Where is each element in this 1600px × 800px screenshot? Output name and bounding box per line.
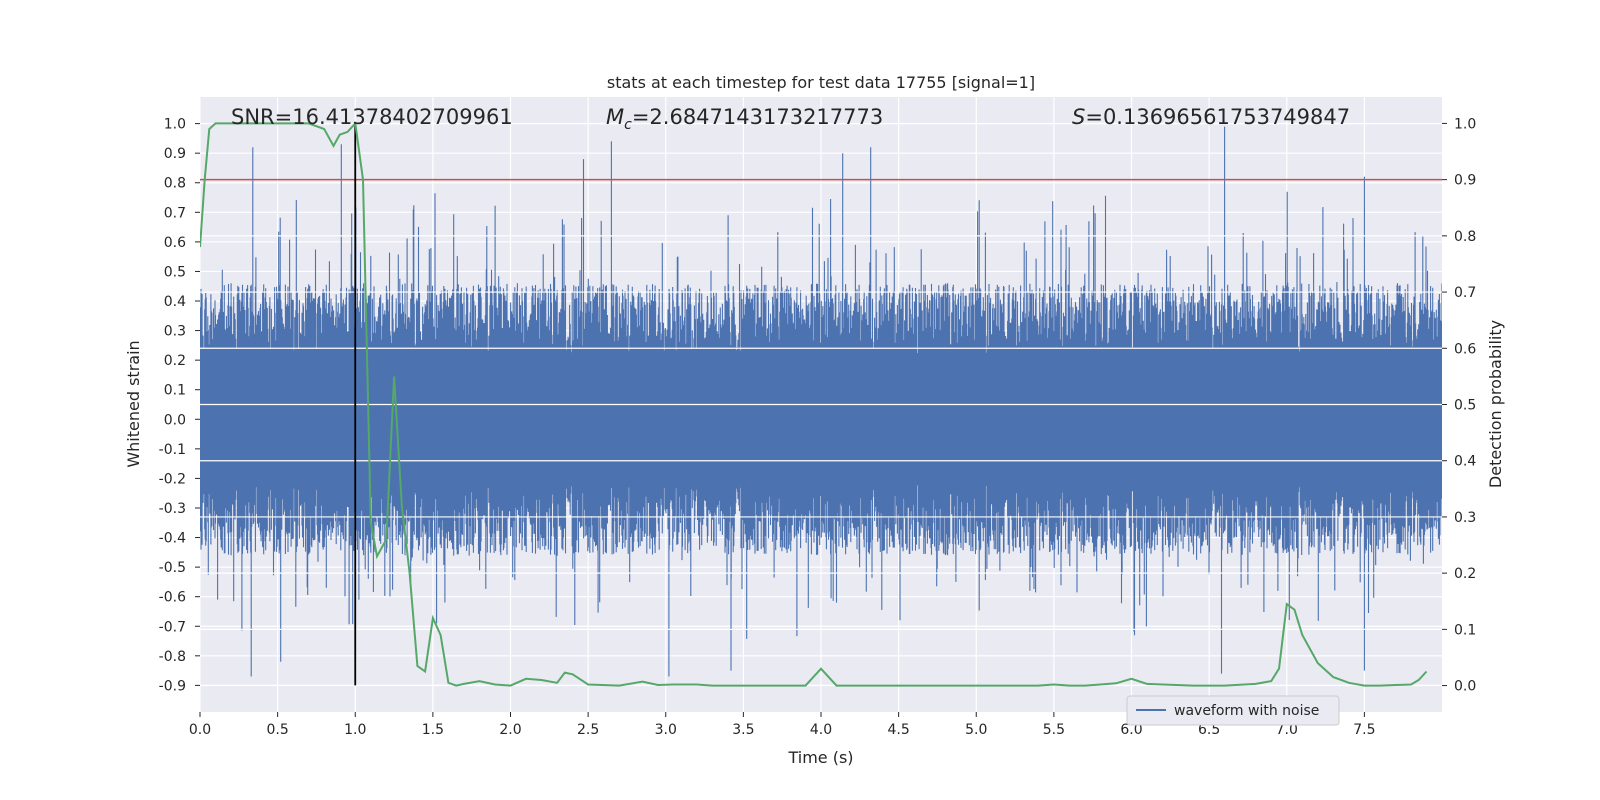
y2-tick-label: 0.9 xyxy=(1454,173,1476,189)
y-tick-label: -0.7 xyxy=(159,619,186,635)
chirp-mass-symbol: M xyxy=(606,105,624,129)
x-tick-label: 1.5 xyxy=(422,722,444,738)
y2-axis-ticks: 1.0 0.9 0.8 0.7 0.6 0.5 0.4 0.3 0.2 0.1 0.0 xyxy=(1442,116,1476,695)
x-axis-ticks: 0.0 0.5 1.0 1.5 2.0 2.5 3.0 3.5 4.0 4.5 5.0 5.5 6.0 6… xyxy=(189,712,1376,738)
chirp-mass-subscript: c xyxy=(624,117,632,133)
x-tick-label: 4.5 xyxy=(887,722,909,738)
s-symbol: S xyxy=(1072,105,1085,129)
y-tick-label: 0.1 xyxy=(164,383,186,399)
y2-tick-label: 0.8 xyxy=(1454,229,1476,245)
legend-box xyxy=(1126,695,1340,726)
waveform-trace xyxy=(200,126,1442,677)
y-tick-label: 0.9 xyxy=(164,146,186,162)
s-annotation: S=0.13696561753749847 xyxy=(1072,105,1350,129)
chirp-mass-annotation: Mc=2.6847143173217773 xyxy=(606,105,883,133)
y-tick-label: 0.2 xyxy=(164,353,186,369)
x-axis-label: Time (s) xyxy=(787,748,853,767)
x-tick-label: 3.5 xyxy=(732,722,754,738)
y2-axis-label: Detection probability xyxy=(1486,320,1505,488)
y-axis-ticks: 1.0 0.9 0.8 0.7 0.6 0.5 0.4 0.3 0.2 0.1 0.0 -0.1 -0.… xyxy=(159,117,200,694)
x-tick-label: 5.0 xyxy=(965,722,987,738)
y-tick-label: -0.5 xyxy=(159,560,186,576)
x-tick-label: 2.0 xyxy=(499,722,521,738)
s-value: =0.13696561753749847 xyxy=(1085,105,1350,129)
y-tick-label: 0.5 xyxy=(164,264,186,280)
y-tick-label: 0.6 xyxy=(164,235,186,251)
y-tick-label: 0.3 xyxy=(164,324,186,340)
y-tick-label: -0.1 xyxy=(159,442,186,458)
y-tick-label: -0.2 xyxy=(159,471,186,487)
y2-tick-label: 0.2 xyxy=(1454,566,1476,582)
y-tick-label: 0.7 xyxy=(164,205,186,221)
x-tick-label: 7.0 xyxy=(1276,722,1298,738)
chirp-mass-value: =2.6847143173217773 xyxy=(632,105,883,129)
snr-annotation: SNR=16.41378402709961 xyxy=(231,105,513,129)
y-tick-label: -0.8 xyxy=(159,649,186,665)
x-tick-label: 4.0 xyxy=(810,722,832,738)
y2-tick-label: 0.5 xyxy=(1454,398,1476,414)
legend: waveform with noise xyxy=(1126,695,1340,726)
y-tick-label: 0.0 xyxy=(164,412,186,428)
x-tick-label: 6.5 xyxy=(1198,722,1220,738)
y-tick-label: -0.9 xyxy=(159,678,186,694)
y2-tick-label: 0.1 xyxy=(1454,622,1476,638)
x-tick-label: 6.0 xyxy=(1120,722,1142,738)
y2-tick-label: 0.4 xyxy=(1454,454,1476,470)
y-tick-label: -0.4 xyxy=(159,531,186,547)
y2-tick-label: 0.0 xyxy=(1454,679,1476,695)
y2-tick-label: 1.0 xyxy=(1454,116,1476,132)
x-tick-label: 0.5 xyxy=(266,722,288,738)
x-tick-label: 3.0 xyxy=(655,722,677,738)
y-tick-label: 1.0 xyxy=(164,117,186,133)
chart-title: stats at each timestep for test data 177… xyxy=(607,73,1035,92)
y-tick-label: -0.6 xyxy=(159,590,186,606)
detection-probability-line xyxy=(200,121,1428,687)
x-tick-label: 7.5 xyxy=(1353,722,1375,738)
y2-tick-label: 0.3 xyxy=(1454,510,1476,526)
x-tick-label: 5.5 xyxy=(1043,722,1065,738)
y2-tick-label: 0.6 xyxy=(1454,341,1476,357)
y-axis-label: Whitened strain xyxy=(124,340,143,467)
y2-gridlines xyxy=(200,122,1442,687)
x-tick-label: 0.0 xyxy=(189,722,211,738)
waveform-series xyxy=(200,126,1442,677)
x-tick-label: 1.0 xyxy=(344,722,366,738)
x-tick-label: 2.5 xyxy=(577,722,599,738)
y-tick-label: 0.4 xyxy=(164,294,186,310)
legend-label-waveform: waveform with noise xyxy=(1174,703,1319,719)
y-tick-label: -0.3 xyxy=(159,501,186,517)
y-tick-label: 0.8 xyxy=(164,176,186,192)
y2-tick-label: 0.7 xyxy=(1454,285,1476,301)
